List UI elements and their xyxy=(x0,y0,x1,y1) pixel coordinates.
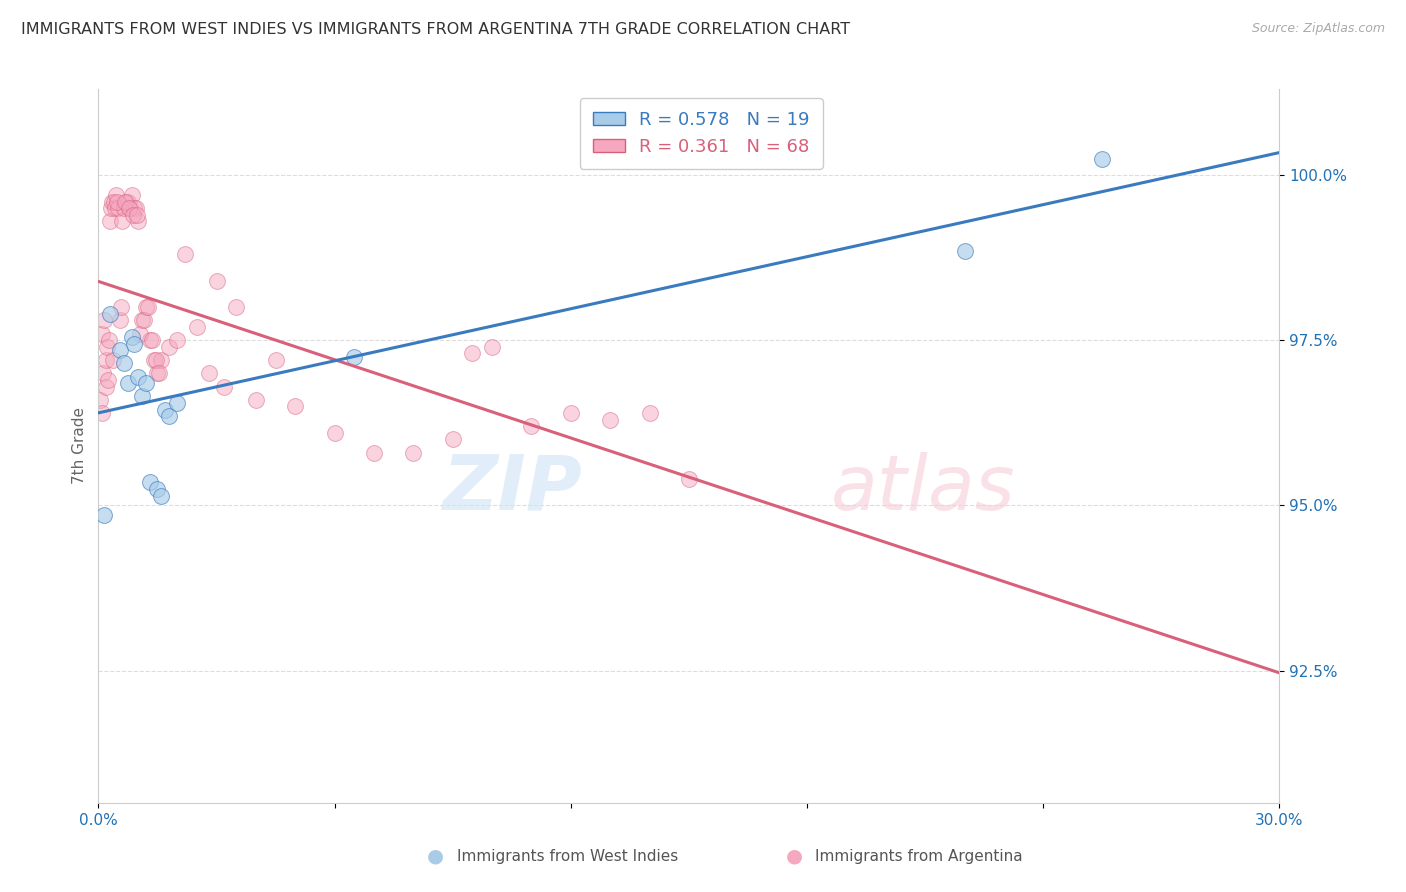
Point xyxy=(136,300,159,314)
Point xyxy=(117,194,139,209)
Point xyxy=(146,482,169,496)
Point xyxy=(343,350,366,364)
Point xyxy=(131,313,153,327)
Point xyxy=(132,313,155,327)
Point xyxy=(166,396,188,410)
Point xyxy=(111,214,134,228)
Point xyxy=(115,194,138,209)
Point xyxy=(98,307,121,321)
Point xyxy=(117,376,139,391)
Point xyxy=(520,419,543,434)
Point xyxy=(104,201,127,215)
Point xyxy=(599,412,621,426)
Point xyxy=(91,326,114,341)
Point xyxy=(97,373,120,387)
Point xyxy=(174,247,197,261)
Point xyxy=(441,433,464,447)
Point xyxy=(91,367,114,381)
Point xyxy=(110,300,132,314)
Point xyxy=(114,194,136,209)
Text: IMMIGRANTS FROM WEST INDIES VS IMMIGRANTS FROM ARGENTINA 7TH GRADE CORRELATION C: IMMIGRANTS FROM WEST INDIES VS IMMIGRANT… xyxy=(21,22,851,37)
Point xyxy=(93,508,115,523)
Point xyxy=(90,406,112,420)
Point xyxy=(205,274,228,288)
Point xyxy=(678,472,700,486)
Point xyxy=(166,333,188,347)
Point xyxy=(107,201,129,215)
Legend: R = 0.578   N = 19, R = 0.361   N = 68: R = 0.578 N = 19, R = 0.361 N = 68 xyxy=(579,98,823,169)
Point xyxy=(98,333,121,347)
Point xyxy=(402,445,425,459)
Point xyxy=(148,367,170,381)
Point xyxy=(245,392,267,407)
Point xyxy=(118,201,141,215)
Point xyxy=(953,244,976,258)
Point xyxy=(122,208,145,222)
Point xyxy=(323,425,346,440)
Point xyxy=(103,194,125,209)
Text: ●: ● xyxy=(786,847,803,866)
Point xyxy=(138,333,160,347)
Point xyxy=(131,389,153,403)
Point xyxy=(100,201,122,215)
Point xyxy=(638,406,661,420)
Text: Immigrants from West Indies: Immigrants from West Indies xyxy=(457,849,678,863)
Point xyxy=(94,379,117,393)
Point xyxy=(146,367,169,381)
Point xyxy=(105,194,128,209)
Text: atlas: atlas xyxy=(831,452,1015,525)
Point xyxy=(121,330,143,344)
Point xyxy=(98,214,121,228)
Point xyxy=(127,214,149,228)
Point xyxy=(122,336,145,351)
Point xyxy=(105,188,128,202)
Point xyxy=(150,353,173,368)
Point xyxy=(560,406,582,420)
Point xyxy=(121,188,143,202)
Y-axis label: 7th Grade: 7th Grade xyxy=(72,408,87,484)
Point xyxy=(103,353,125,368)
Point xyxy=(157,340,180,354)
Point xyxy=(461,346,484,360)
Text: Immigrants from Argentina: Immigrants from Argentina xyxy=(815,849,1024,863)
Point xyxy=(128,326,150,341)
Point xyxy=(127,369,149,384)
Point xyxy=(125,208,148,222)
Point xyxy=(225,300,247,314)
Text: ●: ● xyxy=(427,847,444,866)
Point xyxy=(1091,152,1114,166)
Point xyxy=(101,194,124,209)
Point xyxy=(93,313,115,327)
Point xyxy=(138,475,160,490)
Point xyxy=(214,379,236,393)
Point xyxy=(481,340,503,354)
Point xyxy=(135,376,157,391)
Point xyxy=(96,353,118,368)
Point xyxy=(112,356,135,370)
Text: Source: ZipAtlas.com: Source: ZipAtlas.com xyxy=(1251,22,1385,36)
Point xyxy=(150,489,173,503)
Point xyxy=(363,445,385,459)
Point xyxy=(96,340,118,354)
Point xyxy=(157,409,180,424)
Point xyxy=(141,333,163,347)
Point xyxy=(118,201,141,215)
Point xyxy=(108,343,131,358)
Point xyxy=(155,402,177,417)
Point xyxy=(89,392,111,407)
Point xyxy=(264,353,287,368)
Point xyxy=(186,320,208,334)
Point xyxy=(284,400,307,414)
Point xyxy=(108,313,131,327)
Point xyxy=(122,201,145,215)
Point xyxy=(142,353,165,368)
Point xyxy=(197,367,219,381)
Point xyxy=(112,201,135,215)
Text: ZIP: ZIP xyxy=(443,452,582,525)
Point xyxy=(135,300,157,314)
Point xyxy=(125,201,148,215)
Point xyxy=(145,353,167,368)
